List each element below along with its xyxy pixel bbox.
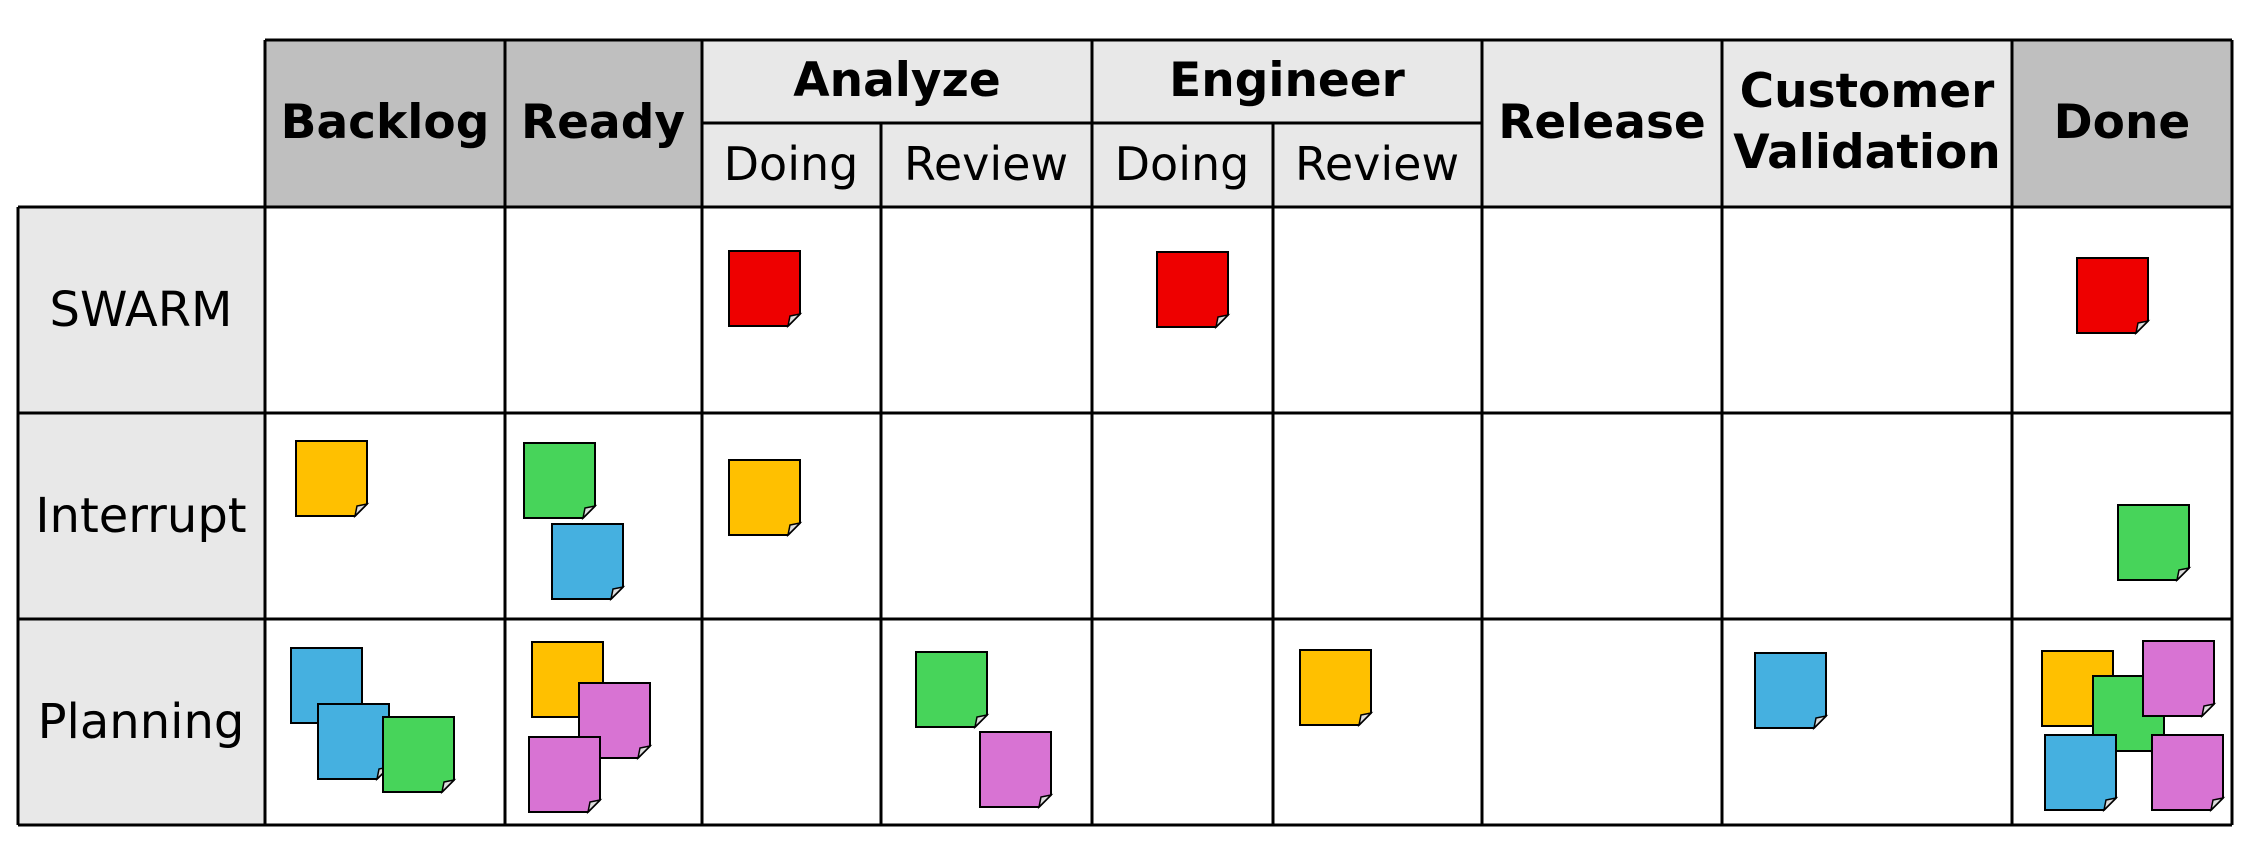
subcolumn-label-analyze-review: Review — [904, 137, 1068, 191]
subcolumn-label-engineer-doing: Doing — [1115, 137, 1250, 191]
row-label-swarm: SWARM — [50, 282, 233, 338]
sticky-note-green — [915, 651, 988, 728]
header-backlog-cell — [265, 40, 505, 207]
sticky-note-fold — [2102, 796, 2119, 813]
sticky-note-fold — [1812, 714, 1829, 731]
column-label-done: Done — [2054, 95, 2191, 150]
sticky-note-fold — [609, 585, 626, 602]
column-label-customer-validation-line2: Validation — [1733, 125, 2000, 180]
sticky-note-green — [2117, 504, 2190, 581]
sticky-note-green — [523, 442, 596, 519]
sticky-note-fold — [353, 502, 370, 519]
subcolumn-label-analyze-doing: Doing — [724, 137, 859, 191]
sticky-note-red — [728, 250, 801, 327]
sticky-note-fold — [2200, 702, 2217, 719]
subcolumn-label-engineer-review: Review — [1295, 137, 1459, 191]
column-label-customer-validation-line1: Customer — [1740, 64, 1996, 119]
header-fills — [265, 40, 2232, 207]
sticky-note-pink — [2142, 640, 2215, 717]
sticky-note-blue — [2044, 734, 2117, 811]
column-label-release: Release — [1498, 95, 1706, 150]
sticky-note-pink — [979, 731, 1052, 808]
column-label-ready: Ready — [521, 95, 685, 150]
grid-lines — [16, 38, 2234, 827]
row-label-planning: Planning — [38, 694, 245, 750]
header-release-cell — [1482, 40, 1722, 207]
sticky-note-fold — [636, 744, 653, 761]
row-header-fills — [18, 207, 265, 825]
sticky-note-fold — [2134, 319, 2151, 336]
sticky-note-fold — [1214, 313, 1231, 330]
sticky-note-pink — [528, 736, 601, 813]
sticky-note-fold — [786, 312, 803, 329]
row-header-swarm-cell — [18, 207, 265, 413]
sticky-note-fold — [1357, 711, 1374, 728]
sticky-note-fold — [1037, 793, 1054, 810]
row-header-planning-cell — [18, 619, 265, 825]
sticky-note-blue — [551, 523, 624, 600]
sticky-notes — [290, 250, 2226, 815]
sticky-note-red — [2076, 257, 2149, 334]
sticky-note-red — [1156, 251, 1229, 328]
sticky-note-fold — [2209, 796, 2226, 813]
sticky-note-yellow — [728, 459, 801, 536]
column-label-analyze: Analyze — [793, 53, 1001, 108]
sticky-note-fold — [973, 713, 990, 730]
row-header-interrupt-cell — [18, 413, 265, 619]
sticky-note-green — [382, 716, 455, 793]
header-done-cell — [2012, 40, 2232, 207]
sticky-note-blue — [1754, 652, 1827, 729]
sticky-note-fold — [440, 778, 457, 795]
header-ready-cell — [505, 40, 702, 207]
sticky-note-pink — [2151, 734, 2224, 811]
header-customer-validation-cell — [1722, 40, 2012, 207]
sticky-note-fold — [586, 798, 603, 815]
sticky-note-yellow — [1299, 649, 1372, 726]
column-label-engineer: Engineer — [1169, 53, 1406, 108]
sticky-note-fold — [2175, 566, 2192, 583]
row-label-interrupt: Interrupt — [35, 488, 246, 544]
sticky-note-fold — [581, 504, 598, 521]
sticky-note-fold — [786, 521, 803, 538]
sticky-note-yellow — [295, 440, 368, 517]
column-label-backlog: Backlog — [281, 95, 490, 150]
sticky-note-blue — [317, 703, 390, 780]
